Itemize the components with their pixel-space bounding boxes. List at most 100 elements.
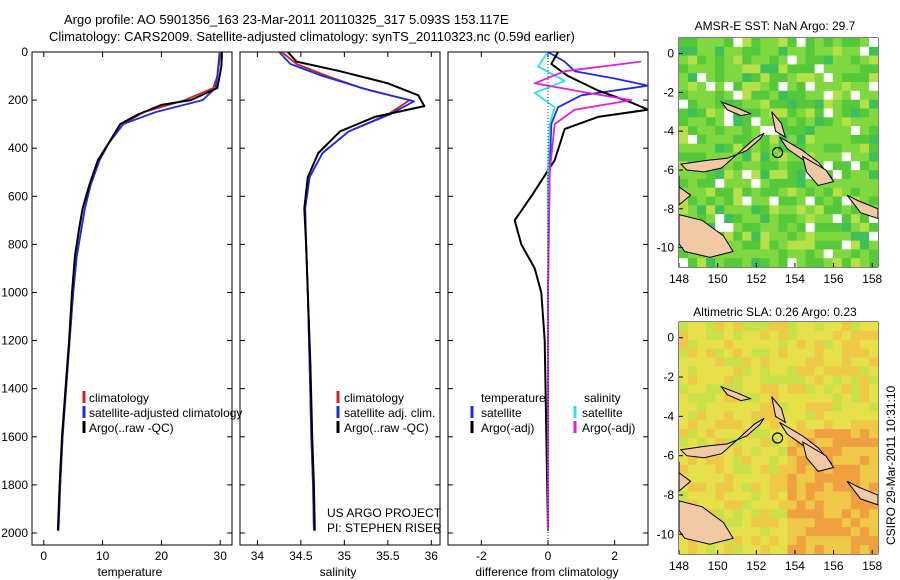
map-cell — [688, 249, 698, 259]
map-cell — [778, 170, 789, 180]
map-cell — [850, 108, 861, 118]
map-cell — [841, 420, 852, 430]
map-cell — [850, 491, 861, 501]
map-cell — [724, 330, 734, 341]
map-x-tick-label: 156 — [824, 559, 844, 573]
map-cell — [742, 527, 752, 537]
map-cell — [787, 205, 798, 215]
map-cell — [769, 348, 780, 359]
map-cell — [751, 161, 761, 171]
map-cell — [760, 223, 770, 233]
map-cell — [796, 527, 807, 537]
land-mass — [771, 396, 787, 424]
map-cell — [859, 152, 870, 162]
map-cell — [805, 82, 816, 92]
map-cell — [706, 90, 716, 101]
map-cell — [697, 402, 707, 412]
map-cell — [733, 143, 743, 154]
map-cell — [814, 482, 825, 493]
map-cell — [823, 509, 834, 519]
salinity-panel — [239, 51, 441, 546]
map-cell — [823, 330, 834, 341]
map-cell — [832, 170, 843, 180]
land-mass — [801, 155, 835, 187]
map-cell — [814, 143, 825, 154]
map-cell — [796, 348, 807, 359]
map-cell — [814, 491, 825, 501]
map-cell — [733, 384, 743, 394]
map-cell — [688, 402, 698, 412]
map-cell — [859, 240, 870, 250]
land-mass — [720, 385, 753, 402]
map-cell — [841, 205, 852, 215]
map-cell — [805, 491, 816, 501]
map-cell — [769, 500, 780, 510]
map-cell — [778, 527, 789, 537]
map-cell — [859, 322, 870, 332]
map-cell — [697, 411, 707, 421]
map-cell — [679, 258, 689, 267]
map-cell — [715, 438, 725, 448]
figure-title-line1: Argo profile: AO 5901356_163 23-Mar-2011… — [64, 12, 509, 27]
map-cell — [832, 214, 843, 224]
map-cell — [778, 322, 789, 332]
map-cell — [805, 322, 816, 332]
map-cell — [679, 491, 689, 501]
map-cell — [715, 143, 725, 154]
map-cell — [841, 64, 852, 74]
map-cell — [778, 366, 789, 377]
map-cell — [841, 82, 852, 92]
map-cell — [733, 330, 743, 341]
map-cell — [832, 117, 843, 127]
map-cell — [688, 322, 698, 332]
map-cell — [841, 196, 852, 206]
map-cell — [769, 322, 780, 332]
map-cell — [787, 482, 798, 493]
map-cell — [769, 446, 780, 457]
map-cell — [706, 152, 716, 162]
map-cell — [814, 73, 825, 83]
map-cell — [760, 38, 770, 48]
map-cell — [832, 536, 843, 546]
land-mass — [679, 500, 734, 545]
map-cell — [715, 117, 725, 127]
map-cell — [733, 90, 743, 101]
map-y-tick-label: -6 — [663, 449, 674, 463]
map-cell — [724, 249, 734, 259]
series-line-salinity-argo-adj- — [533, 60, 642, 531]
map-cell — [679, 134, 689, 145]
map-cell — [715, 491, 725, 501]
map-cell — [805, 339, 816, 350]
map-cell — [688, 375, 698, 385]
map-cell — [787, 134, 798, 145]
map-cell — [841, 518, 852, 528]
map-cell — [715, 357, 725, 368]
map-cell — [805, 420, 816, 430]
map-cell — [742, 446, 752, 457]
x-tick-label: 35.5 — [376, 549, 400, 563]
map-cell — [805, 143, 816, 154]
map-cell — [832, 258, 843, 267]
map-cell — [859, 545, 870, 554]
map-cell — [869, 258, 878, 267]
map-cell — [859, 348, 870, 359]
map-cell — [796, 117, 807, 127]
map-cell — [832, 178, 843, 189]
map-cell — [742, 384, 752, 394]
map-x-tick-label: 154 — [785, 559, 805, 573]
map-cell — [814, 473, 825, 484]
map-cell — [841, 482, 852, 493]
map-cell — [742, 170, 752, 180]
legend-title-temperature: temperature — [481, 391, 546, 405]
map-cell — [769, 455, 780, 466]
series-line-salinity-satellite — [533, 52, 566, 531]
map-cell — [724, 178, 734, 189]
map-cell — [724, 339, 734, 350]
map-cell — [796, 82, 807, 92]
map-cell — [796, 482, 807, 493]
map-cell — [733, 214, 743, 224]
map-cell — [787, 330, 798, 341]
map-cell — [814, 152, 825, 162]
map-cell — [850, 214, 861, 224]
map-cell — [859, 402, 870, 412]
